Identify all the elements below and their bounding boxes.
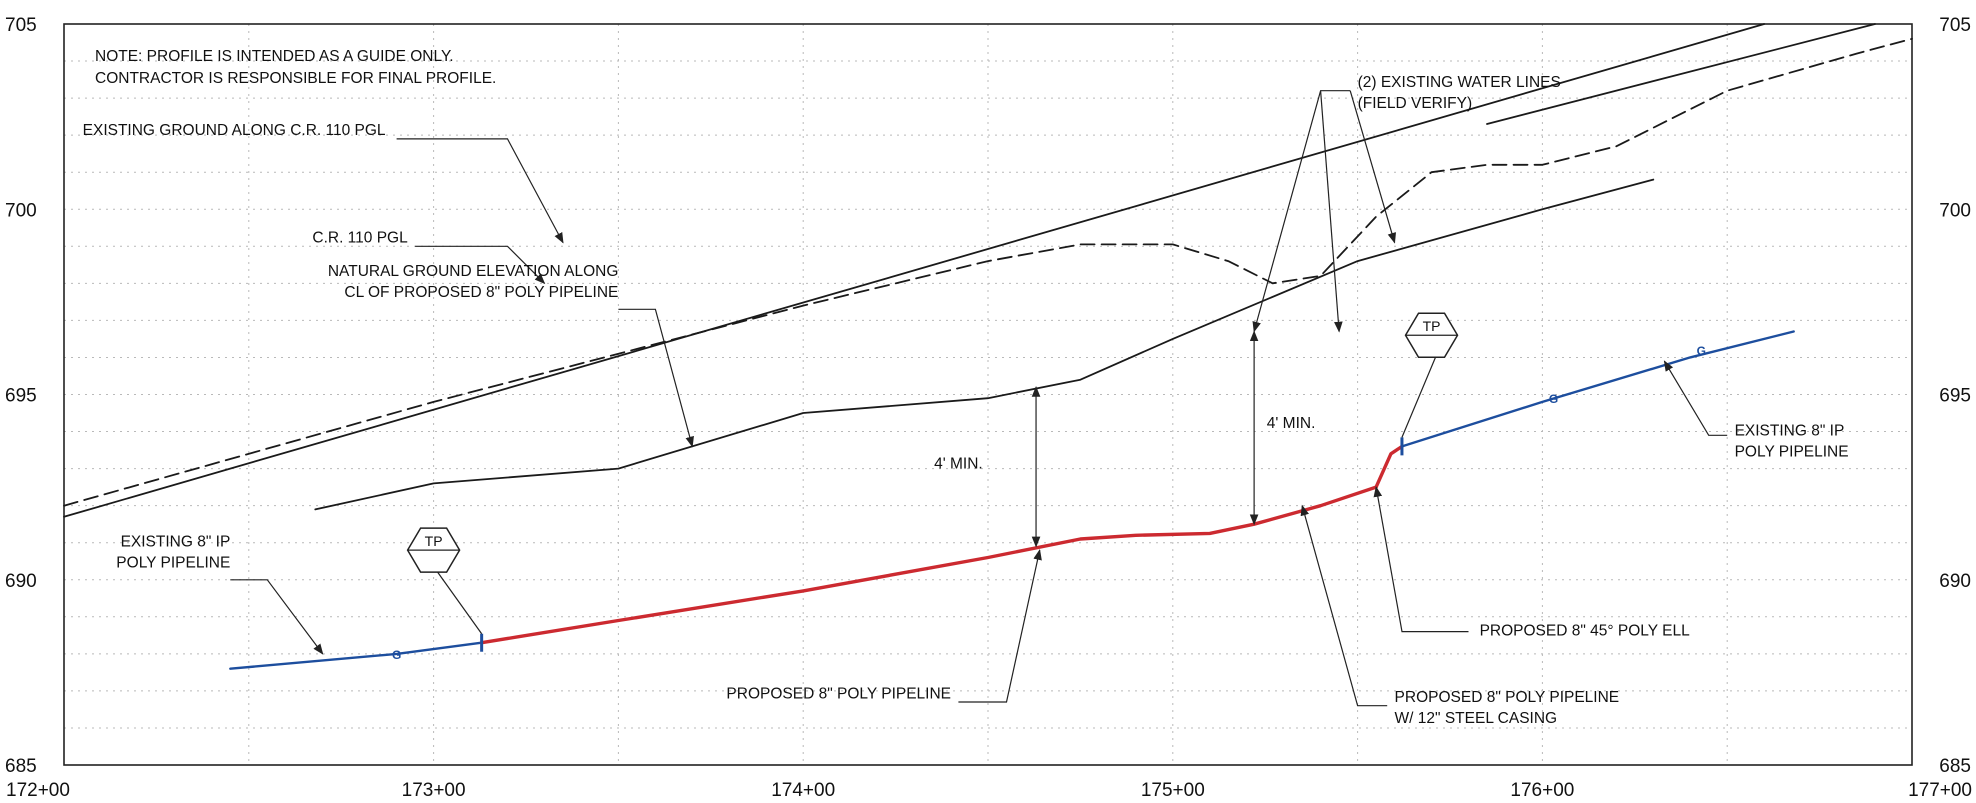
- ell-callout-leader: [1373, 486, 1469, 633]
- y-tick-label-left: 690: [5, 571, 37, 592]
- water-lines-callout-leader-3: [1349, 90, 1397, 244]
- y-tick-label-left: 695: [5, 386, 37, 407]
- y-tick-label-right: 690: [1939, 571, 1971, 592]
- y-tick-label-right: 700: [1939, 200, 1971, 221]
- existing-ip-east-callout-text: EXISTING 8" IP: [1735, 422, 1845, 439]
- existing-ip-west-callout-leader: [230, 579, 324, 655]
- tp-leader: [437, 571, 483, 635]
- existing-ip-east-callout-leader: [1663, 360, 1728, 436]
- plot-frame: [63, 23, 1913, 766]
- g-marker: G: [1549, 392, 1558, 406]
- existing-8in-ip-east-line: [1400, 330, 1795, 448]
- cr110-pgl-callout-text: C.R. 110 PGL: [312, 230, 408, 247]
- note-line: CONTRACTOR IS RESPONSIBLE FOR FINAL PROF…: [95, 70, 496, 87]
- pipe-markers: TP TP G G G: [392, 312, 1706, 662]
- existing-ip-west-callout-text: POLY PIPELINE: [116, 554, 230, 571]
- water-lines-callout-text: (FIELD VERIFY): [1358, 95, 1473, 112]
- natural-ground-callout-text: CL OF PROPOSED 8" POLY PIPELINE: [344, 284, 618, 301]
- water-lines-callout-leader-2: [1320, 90, 1343, 333]
- existing-ip-west-callout-text: EXISTING 8" IP: [121, 533, 231, 550]
- dimension-label: 4' MIN.: [1267, 415, 1316, 432]
- steel-casing-callout-text: PROPOSED 8" POLY PIPELINE: [1395, 689, 1620, 706]
- x-tick-label: 173+00: [402, 780, 466, 801]
- tp-label: TP: [425, 533, 443, 549]
- existing-ground-callout-text: EXISTING GROUND ALONG C.R. 110 PGL: [83, 122, 386, 139]
- y-tick-label-left: 705: [5, 15, 37, 36]
- cr110-pgl-upper-line: [1486, 23, 1876, 125]
- existing-ground-cr110-line: [63, 37, 1913, 507]
- x-tick-label: 174+00: [771, 780, 835, 801]
- existing-8in-ip-west-line: [229, 641, 483, 670]
- water-lines-callout-text: (2) EXISTING WATER LINES: [1358, 74, 1561, 91]
- axis-ticks: 172+00 173+00 174+00 175+00 176+00 177+00 685 6…: [5, 15, 1972, 801]
- natural-ground-callout-text: NATURAL GROUND ELEVATION ALONG: [328, 263, 619, 280]
- x-tick-label: 175+00: [1141, 780, 1205, 801]
- tp-label: TP: [1423, 318, 1441, 334]
- y-tick-label-left: 685: [5, 756, 37, 777]
- proposed-pipeline-callout-leader: [958, 549, 1042, 703]
- steel-casing-callout-leader: [1300, 504, 1388, 707]
- cr110-pgl-line: [63, 23, 1766, 518]
- proposed-pipeline-callout-text: PROPOSED 8" POLY PIPELINE: [726, 685, 951, 702]
- tp-leader: [1401, 356, 1437, 438]
- dimension-label: 4' MIN.: [934, 456, 983, 473]
- note: NOTE: PROFILE IS INTENDED AS A GUIDE ONL…: [95, 48, 496, 87]
- x-tick-label: 176+00: [1510, 780, 1574, 801]
- existing-ground-callout-leader: [396, 138, 564, 244]
- proposed-8in-poly-line: [479, 485, 1378, 645]
- steel-casing-callout-text: W/ 12" STEEL CASING: [1395, 710, 1558, 727]
- g-marker: G: [1697, 344, 1706, 358]
- existing-ip-east-callout-text: POLY PIPELINE: [1735, 443, 1849, 460]
- x-tick-label: 177+00: [1908, 780, 1972, 801]
- profile-lines: [63, 23, 1913, 670]
- y-tick-label-right: 705: [1939, 15, 1971, 36]
- g-marker: G: [392, 648, 401, 662]
- grid: [64, 24, 1912, 765]
- callouts: C.R. 110 PGL EXISTING GROUND ALONG C.R. 1…: [83, 74, 1849, 727]
- dimension-annotations: 4' MIN. 4' MIN.: [934, 330, 1316, 548]
- proposed-45-poly-ell-line: [1374, 444, 1404, 489]
- ell-callout-text: PROPOSED 8" 45° POLY ELL: [1480, 622, 1691, 639]
- y-tick-label-right: 685: [1939, 756, 1971, 777]
- natural-ground-callout-leader: [618, 308, 694, 448]
- y-tick-label-right: 695: [1939, 386, 1971, 407]
- x-tick-label: 172+00: [6, 780, 70, 801]
- y-tick-label-left: 700: [5, 200, 37, 221]
- cr110-pgl-callout-leader: [415, 245, 546, 285]
- note-line: NOTE: PROFILE IS INTENDED AS A GUIDE ONL…: [95, 48, 454, 65]
